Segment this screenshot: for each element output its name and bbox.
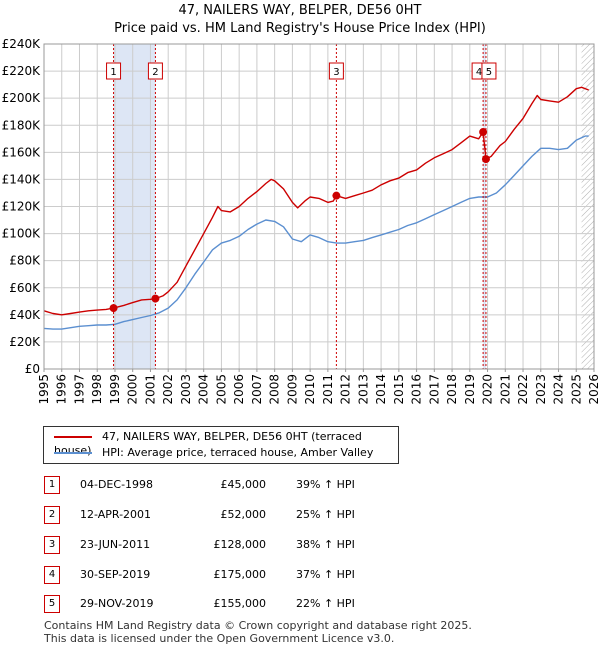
- x-tick-label: 2020: [481, 374, 495, 405]
- transaction-number: 2: [44, 506, 60, 524]
- y-tick-label: £160K: [2, 145, 42, 159]
- y-tick-label: £0: [25, 362, 40, 376]
- footer-copyright: Contains HM Land Registry data © Crown c…: [44, 619, 472, 632]
- x-tick-label: 2018: [445, 374, 459, 405]
- sale-point: [109, 304, 118, 313]
- y-tick-label: £80K: [9, 254, 41, 268]
- y-tick-label: £200K: [2, 91, 42, 105]
- transaction-date: 04-DEC-1998: [80, 478, 154, 491]
- y-tick-label: £100K: [2, 227, 42, 241]
- y-tick-label: £40K: [9, 308, 41, 322]
- y-tick-label: £180K: [2, 118, 42, 132]
- transaction-number: 3: [44, 536, 60, 554]
- x-tick-label: 2016: [410, 374, 424, 405]
- x-tick-label: 2023: [534, 374, 548, 405]
- transaction-date: 29-NOV-2019: [80, 597, 154, 610]
- x-tick-label: 2022: [516, 374, 530, 405]
- footer-licence: This data is licensed under the Open Gov…: [44, 632, 395, 645]
- x-tick-label: 1999: [108, 374, 122, 405]
- transaction-price: £175,000: [213, 568, 267, 581]
- sale-point: [151, 294, 160, 303]
- y-tick-label: £140K: [2, 172, 42, 186]
- transaction-number: 4: [44, 566, 60, 584]
- transaction-price: £45,000: [220, 478, 267, 491]
- x-tick-label: 2006: [232, 374, 246, 405]
- sale-point: [481, 155, 490, 164]
- legend-item-price-paid: 47, NAILERS WAY, BELPER, DE56 0HT (terra…: [54, 430, 398, 457]
- y-tick-label: £220K: [2, 64, 42, 78]
- legend-swatch-blue: [54, 452, 92, 454]
- transaction-date: 23-JUN-2011: [80, 538, 151, 551]
- x-tick-label: 2004: [197, 374, 211, 405]
- transaction-price: £155,000: [213, 597, 267, 610]
- y-tick-label: £60K: [9, 281, 41, 295]
- legend-swatch-red: [54, 436, 92, 438]
- x-tick-label: 2025: [569, 374, 583, 405]
- x-tick-label: 2003: [179, 374, 193, 405]
- transaction-hpi: 25% ↑ HPI: [296, 508, 355, 521]
- legend-item-hpi: HPI: Average price, terraced house, Ambe…: [54, 446, 373, 460]
- x-tick-label: 2011: [321, 374, 335, 405]
- x-tick-label: 2007: [250, 374, 264, 405]
- x-tick-label: 2005: [214, 374, 228, 405]
- y-tick-label: £20K: [9, 335, 41, 349]
- transaction-price: £52,000: [220, 508, 267, 521]
- x-tick-label: 1995: [37, 374, 51, 405]
- transaction-number: 1: [44, 476, 60, 494]
- sale-badge-label: 2: [152, 67, 158, 78]
- transaction-number: 5: [44, 595, 60, 613]
- x-tick-label: 2021: [498, 374, 512, 405]
- x-tick-label: 2010: [303, 374, 317, 405]
- transaction-hpi: 38% ↑ HPI: [296, 538, 355, 551]
- sale-badge-label: 5: [486, 67, 492, 78]
- legend-label: HPI: Average price, terraced house, Ambe…: [102, 446, 374, 459]
- x-tick-label: 2013: [356, 374, 370, 405]
- chart-subtitle: Price paid vs. HM Land Registry's House …: [114, 21, 486, 36]
- series-line-price-paid: [43, 86, 589, 316]
- sale-badge: [481, 62, 497, 80]
- transaction-row: 5 29-NOV-2019 £155,000 22% ↑ HPI: [0, 595, 600, 615]
- plot-frame: [43, 43, 595, 370]
- sale-badge-label: 1: [110, 67, 116, 78]
- sale-badge-label: 4: [476, 67, 482, 78]
- sale-badge-label: 3: [333, 67, 339, 78]
- y-tick-label: £120K: [2, 200, 42, 214]
- x-tick-label: 2024: [552, 374, 566, 405]
- series-line-hpi: [43, 135, 589, 330]
- x-tick-label: 1997: [72, 374, 86, 405]
- x-tick-label: 1996: [55, 374, 69, 405]
- x-tick-label: 2012: [339, 374, 353, 405]
- sale-point: [479, 128, 488, 137]
- x-tick-label: 2000: [126, 374, 140, 405]
- transaction-hpi: 22% ↑ HPI: [296, 597, 355, 610]
- x-tick-label: 2002: [161, 374, 175, 405]
- x-tick-label: 2001: [143, 374, 157, 405]
- transaction-row: 2 12-APR-2001 £52,000 25% ↑ HPI: [0, 506, 600, 526]
- x-tick-label: 2015: [392, 374, 406, 405]
- x-tick-label: 2019: [463, 374, 477, 405]
- transaction-date: 12-APR-2001: [80, 508, 152, 521]
- sale-badge: [106, 62, 122, 80]
- x-tick-label: 1998: [90, 374, 104, 405]
- transaction-date: 30-SEP-2019: [80, 568, 151, 581]
- transaction-row: 1 04-DEC-1998 £45,000 39% ↑ HPI: [0, 476, 600, 496]
- x-tick-label: 2017: [427, 374, 441, 405]
- x-tick-label: 2008: [268, 374, 282, 405]
- y-tick-label: £240K: [2, 37, 42, 51]
- transaction-hpi: 39% ↑ HPI: [296, 478, 355, 491]
- transaction-price: £128,000: [213, 538, 267, 551]
- x-tick-label: 2026: [587, 374, 600, 405]
- transaction-row: 4 30-SEP-2019 £175,000 37% ↑ HPI: [0, 566, 600, 586]
- chart-title: 47, NAILERS WAY, BELPER, DE56 0HT: [178, 3, 422, 18]
- x-tick-label: 2014: [374, 374, 388, 405]
- sale-badge: [328, 62, 344, 80]
- sale-badge: [147, 62, 163, 80]
- x-tick-label: 2009: [285, 374, 299, 405]
- transaction-hpi: 37% ↑ HPI: [296, 568, 355, 581]
- transaction-row: 3 23-JUN-2011 £128,000 38% ↑ HPI: [0, 536, 600, 556]
- sale-point: [332, 191, 341, 200]
- legend: 47, NAILERS WAY, BELPER, DE56 0HT (terra…: [43, 426, 399, 464]
